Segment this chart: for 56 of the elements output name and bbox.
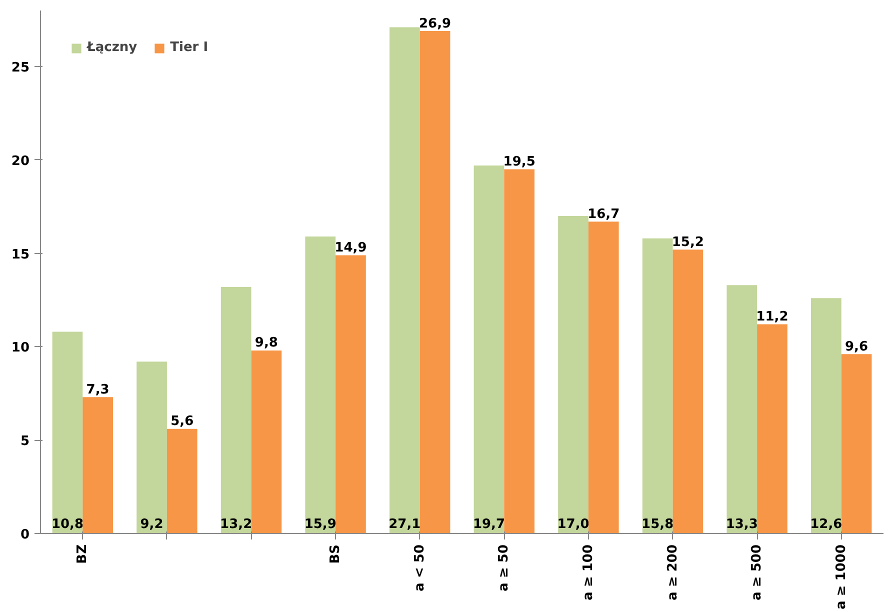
data-label: 19,5 — [503, 154, 536, 170]
y-tick-label: 5 — [20, 434, 30, 450]
data-label: 15,9 — [304, 516, 336, 532]
y-tick-label: 20 — [11, 154, 30, 169]
bar — [166, 428, 198, 534]
bar — [251, 350, 282, 534]
bar — [504, 169, 534, 534]
bar — [558, 216, 588, 534]
data-label: 12,6 — [810, 516, 842, 532]
bar — [811, 298, 842, 534]
bar — [841, 354, 872, 534]
bar — [588, 222, 619, 534]
bar — [390, 27, 420, 534]
data-label: 9,2 — [140, 516, 164, 532]
data-label: 16,7 — [588, 206, 620, 222]
data-label: 17,0 — [557, 516, 590, 532]
data-label: 15,2 — [672, 234, 704, 250]
bar — [305, 236, 336, 534]
data-label: 5,6 — [170, 414, 194, 430]
x-tick-label: a ≥ 200 — [665, 544, 680, 600]
data-label: 10,8 — [51, 516, 84, 532]
bar — [726, 285, 758, 534]
x-tick-label: BZ — [75, 544, 90, 564]
y-tick-label: 25 — [11, 60, 30, 76]
data-label: 15,8 — [642, 516, 674, 532]
data-label: 11,2 — [756, 310, 788, 325]
y-tick-label: 15 — [11, 247, 30, 262]
data-label: 14,9 — [334, 240, 367, 256]
bar — [52, 332, 83, 534]
x-tick-label: a ≥ 100 — [580, 544, 596, 600]
data-label: 27,1 — [388, 516, 421, 532]
x-tick-label: a ≥ 1000 — [834, 544, 849, 610]
legend-label: Tier I — [170, 40, 208, 55]
bar — [82, 397, 113, 534]
x-tick-label: a ≥ 50 — [496, 544, 512, 592]
x-tick-label: a ≥ 500 — [750, 544, 765, 600]
data-label: 9,8 — [254, 336, 278, 351]
data-label: 7,3 — [86, 382, 110, 398]
bar — [474, 166, 504, 534]
data-label: 9,6 — [845, 339, 868, 354]
bar — [757, 324, 788, 534]
y-tick-label: 10 — [11, 340, 30, 356]
data-label: 13,2 — [220, 516, 252, 532]
bar — [420, 31, 450, 534]
x-tick-label: BS — [328, 544, 344, 564]
bar — [220, 286, 252, 534]
y-tick-label: 0 — [20, 528, 30, 542]
bar — [336, 255, 366, 534]
bar — [672, 250, 704, 534]
bar — [642, 238, 673, 534]
data-label: 13,3 — [726, 516, 758, 532]
data-label: 19,7 — [472, 516, 506, 532]
bar — [136, 362, 167, 534]
x-tick-label: a < 50 — [412, 544, 428, 592]
legend-label: Łączny — [87, 40, 138, 55]
data-label: 26,9 — [418, 16, 452, 32]
